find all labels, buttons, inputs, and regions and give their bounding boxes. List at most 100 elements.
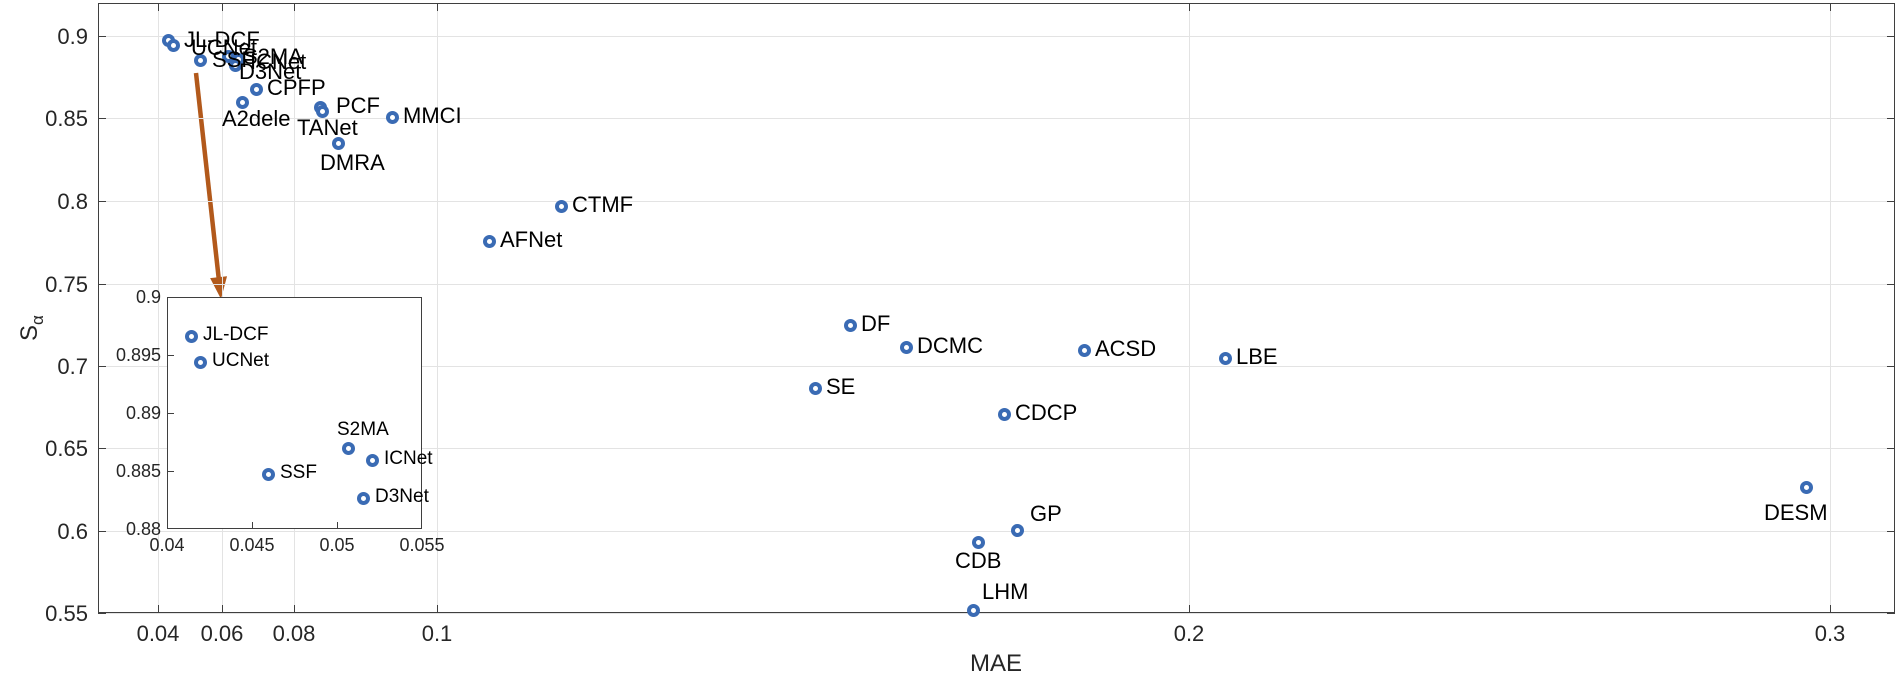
x-tick-mark [294, 605, 295, 613]
inset-point-marker-D3Net [356, 491, 370, 505]
y-tick-mark-right [1887, 284, 1895, 285]
x-tick-label: 0.2 [1173, 621, 1205, 646]
data-point-label-CPFP: CPFP [267, 75, 326, 100]
data-point-label-ACSD: ACSD [1095, 336, 1157, 361]
inset-x-tick-mark [252, 522, 253, 529]
inset-point-label-ICNet: ICNet [384, 448, 433, 469]
y-tick-mark [98, 201, 106, 202]
data-point-marker-CTMF [554, 199, 568, 213]
y-tick-mark-right [1887, 448, 1895, 449]
data-point-marker-D3Net [228, 58, 242, 72]
y-tick-mark-right [1887, 366, 1895, 367]
inset-y-tick-label: 0.88 [125, 519, 161, 539]
inset-point-label-SSF: SSF [280, 462, 317, 483]
x-tick-mark-top [222, 3, 223, 11]
y-tick-mark [98, 36, 106, 37]
y-tick-label: 0.75 [45, 272, 88, 297]
data-point-label-MMCI: MMCI [403, 103, 462, 128]
inset-x-tick-mark [337, 522, 338, 529]
inset-point-marker-SSF [261, 467, 275, 481]
y-tick-mark [98, 613, 106, 614]
y-tick-mark-right [1887, 201, 1895, 202]
inset-x-tick-mark [167, 522, 168, 529]
inset-point-marker-ICNet [365, 453, 379, 467]
data-point-marker-CDB [971, 535, 985, 549]
data-point-label-DCMC: DCMC [917, 333, 983, 358]
y-tick-label: 0.65 [45, 436, 88, 461]
data-point-marker-TANet [315, 104, 329, 118]
y-gridline [98, 118, 1895, 119]
data-point-label-A2dele: A2dele [222, 106, 291, 131]
y-gridline [98, 366, 1895, 367]
y-tick-label: 0.55 [45, 601, 88, 626]
y-tick-mark [98, 118, 106, 119]
data-point-label-CTMF: CTMF [572, 192, 634, 217]
x-gridline [437, 3, 438, 613]
y-gridline [98, 284, 1895, 285]
data-point-label-AFNet: AFNet [500, 227, 563, 252]
data-point-marker-ACSD [1077, 343, 1091, 357]
data-point-marker-LBE [1218, 351, 1232, 365]
y-gridline [98, 36, 1895, 37]
x-tick-mark [1830, 605, 1831, 613]
x-tick-mark [437, 605, 438, 613]
inset-point-marker-S2MA [341, 441, 355, 455]
x-tick-label: 0.06 [200, 621, 244, 646]
inset-x-tick-label: 0.045 [229, 535, 275, 555]
data-point-marker-MMCI [385, 110, 399, 124]
data-point-marker-AFNet [482, 234, 496, 248]
y-gridline [98, 448, 1895, 449]
data-point-label-DMRA: DMRA [320, 150, 385, 175]
inset-plot [167, 297, 422, 529]
data-point-label-S2MA: S2MA [243, 44, 303, 69]
y-tick-mark-right [1887, 613, 1895, 614]
inset-x-tick-label: 0.05 [319, 535, 355, 555]
inset-y-tick-label: 0.885 [115, 461, 161, 481]
x-tick-mark-top [158, 3, 159, 11]
inset-y-tick-mark [167, 413, 174, 414]
y-tick-label: 0.7 [57, 354, 88, 379]
y-tick-mark [98, 448, 106, 449]
x-tick-mark-top [294, 3, 295, 11]
y-tick-mark [98, 531, 106, 532]
data-point-marker-CDCP [997, 407, 1011, 421]
data-point-label-SE: SE [826, 374, 856, 399]
data-point-marker-CPFP [249, 82, 263, 96]
inset-x-tick-label: 0.04 [149, 535, 185, 555]
inset-point-label-JL-DCF: JL-DCF [203, 324, 269, 345]
x-tick-mark-top [1830, 3, 1831, 11]
x-tick-label: 0.04 [136, 621, 180, 646]
x-gridline [1830, 3, 1831, 613]
inset-x-tick-mark [421, 522, 422, 529]
y-axis-label-main: S [16, 324, 43, 341]
data-point-marker-SSF [193, 53, 207, 67]
y-tick-mark-right [1887, 531, 1895, 532]
y-gridline [98, 201, 1895, 202]
x-tick-mark [1189, 605, 1190, 613]
data-point-label-SSF: SSF [212, 47, 255, 72]
x-tick-label: 0.3 [1814, 621, 1846, 646]
data-point-label-DF: DF [861, 311, 891, 336]
data-point-marker-UCNet [166, 38, 180, 52]
y-axis-label: Sα [16, 315, 48, 341]
data-point-label-PCF: PCF [336, 93, 380, 118]
data-point-marker-SE [808, 381, 822, 395]
data-point-marker-LHM [966, 603, 980, 617]
x-tick-label: 0.1 [421, 621, 453, 646]
data-point-marker-DMRA [331, 136, 345, 150]
x-tick-label: 0.08 [272, 621, 316, 646]
inset-x-tick-label: 0.055 [399, 535, 445, 555]
y-tick-mark-right [1887, 36, 1895, 37]
y-tick-label: 0.8 [57, 189, 88, 214]
y-tick-label: 0.9 [57, 24, 88, 49]
x-tick-mark-top [437, 3, 438, 11]
inset-y-tick-mark [167, 355, 174, 356]
data-point-label-DESM: DESM [1764, 500, 1828, 525]
data-point-label-JL-DCF: JL-DCF [184, 27, 260, 52]
data-point-label-CDB: CDB [955, 548, 1002, 573]
data-point-label-LHM: LHM [982, 579, 1029, 604]
y-gridline [98, 613, 1895, 614]
y-tick-mark-right [1887, 118, 1895, 119]
inset-y-tick-label: 0.89 [125, 403, 161, 423]
